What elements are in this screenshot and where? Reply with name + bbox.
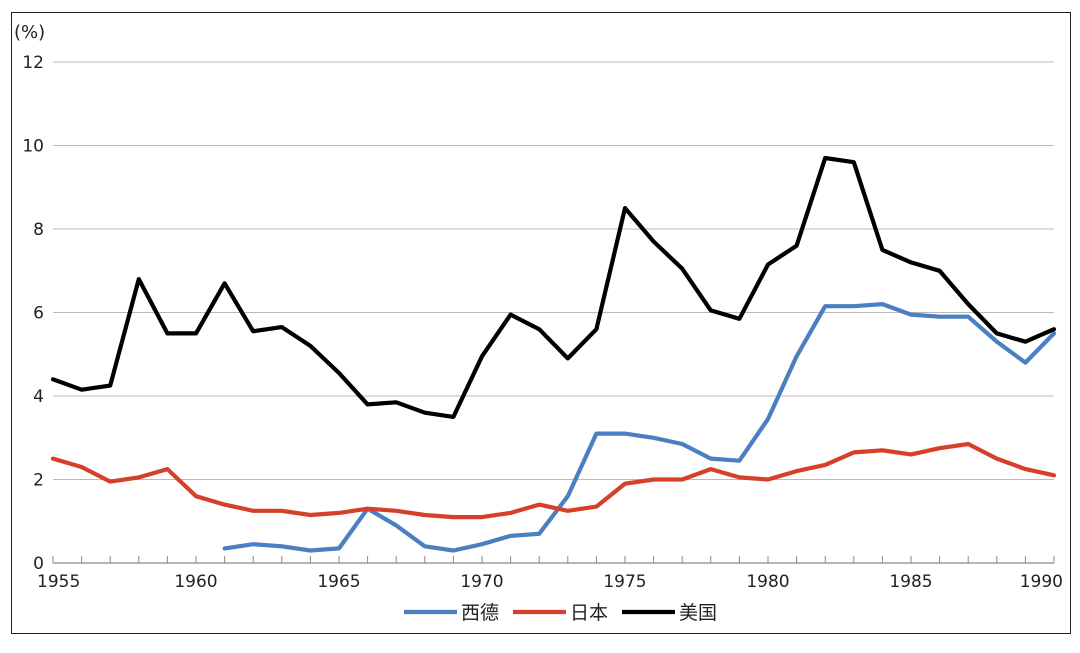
x-tick-label: 1965: [317, 572, 360, 592]
y-tick-label: 10: [22, 137, 44, 157]
series-line-2: [50, 155, 1057, 419]
y-tick-label: 4: [33, 387, 44, 407]
x-tick-label: 1975: [603, 572, 646, 592]
x-axis: [52, 556, 1055, 564]
y-tick-label: 12: [22, 53, 44, 73]
series-line-1: [50, 441, 1057, 520]
y-tick-label: 2: [33, 471, 44, 491]
y-tick-label: 8: [33, 220, 44, 240]
x-tick-label: 1970: [460, 572, 503, 592]
x-tick-label: 1980: [746, 572, 789, 592]
y-tick-label: 0: [33, 554, 44, 574]
legend: 西德 日本 美国: [404, 602, 717, 624]
y-axis-unit-label: (%): [14, 22, 45, 43]
x-tick-label: 1960: [174, 572, 217, 592]
series-lines: [50, 155, 1057, 553]
legend-label: 日本: [570, 602, 608, 624]
series-line-0: [222, 302, 1057, 553]
legend-label: 西德: [461, 602, 499, 624]
x-tick-label: 1990: [1020, 572, 1063, 592]
x-tick-label: 1955: [37, 572, 80, 592]
gridlines: [53, 61, 1054, 480]
x-tick-label: 1985: [889, 572, 932, 592]
y-tick-label: 6: [33, 304, 44, 324]
legend-label: 美国: [679, 602, 717, 624]
tick-labels: 0 2 4 6 8 10 12 1955 1960 1965 1970 1975 1980 1985 199…: [22, 53, 1063, 592]
